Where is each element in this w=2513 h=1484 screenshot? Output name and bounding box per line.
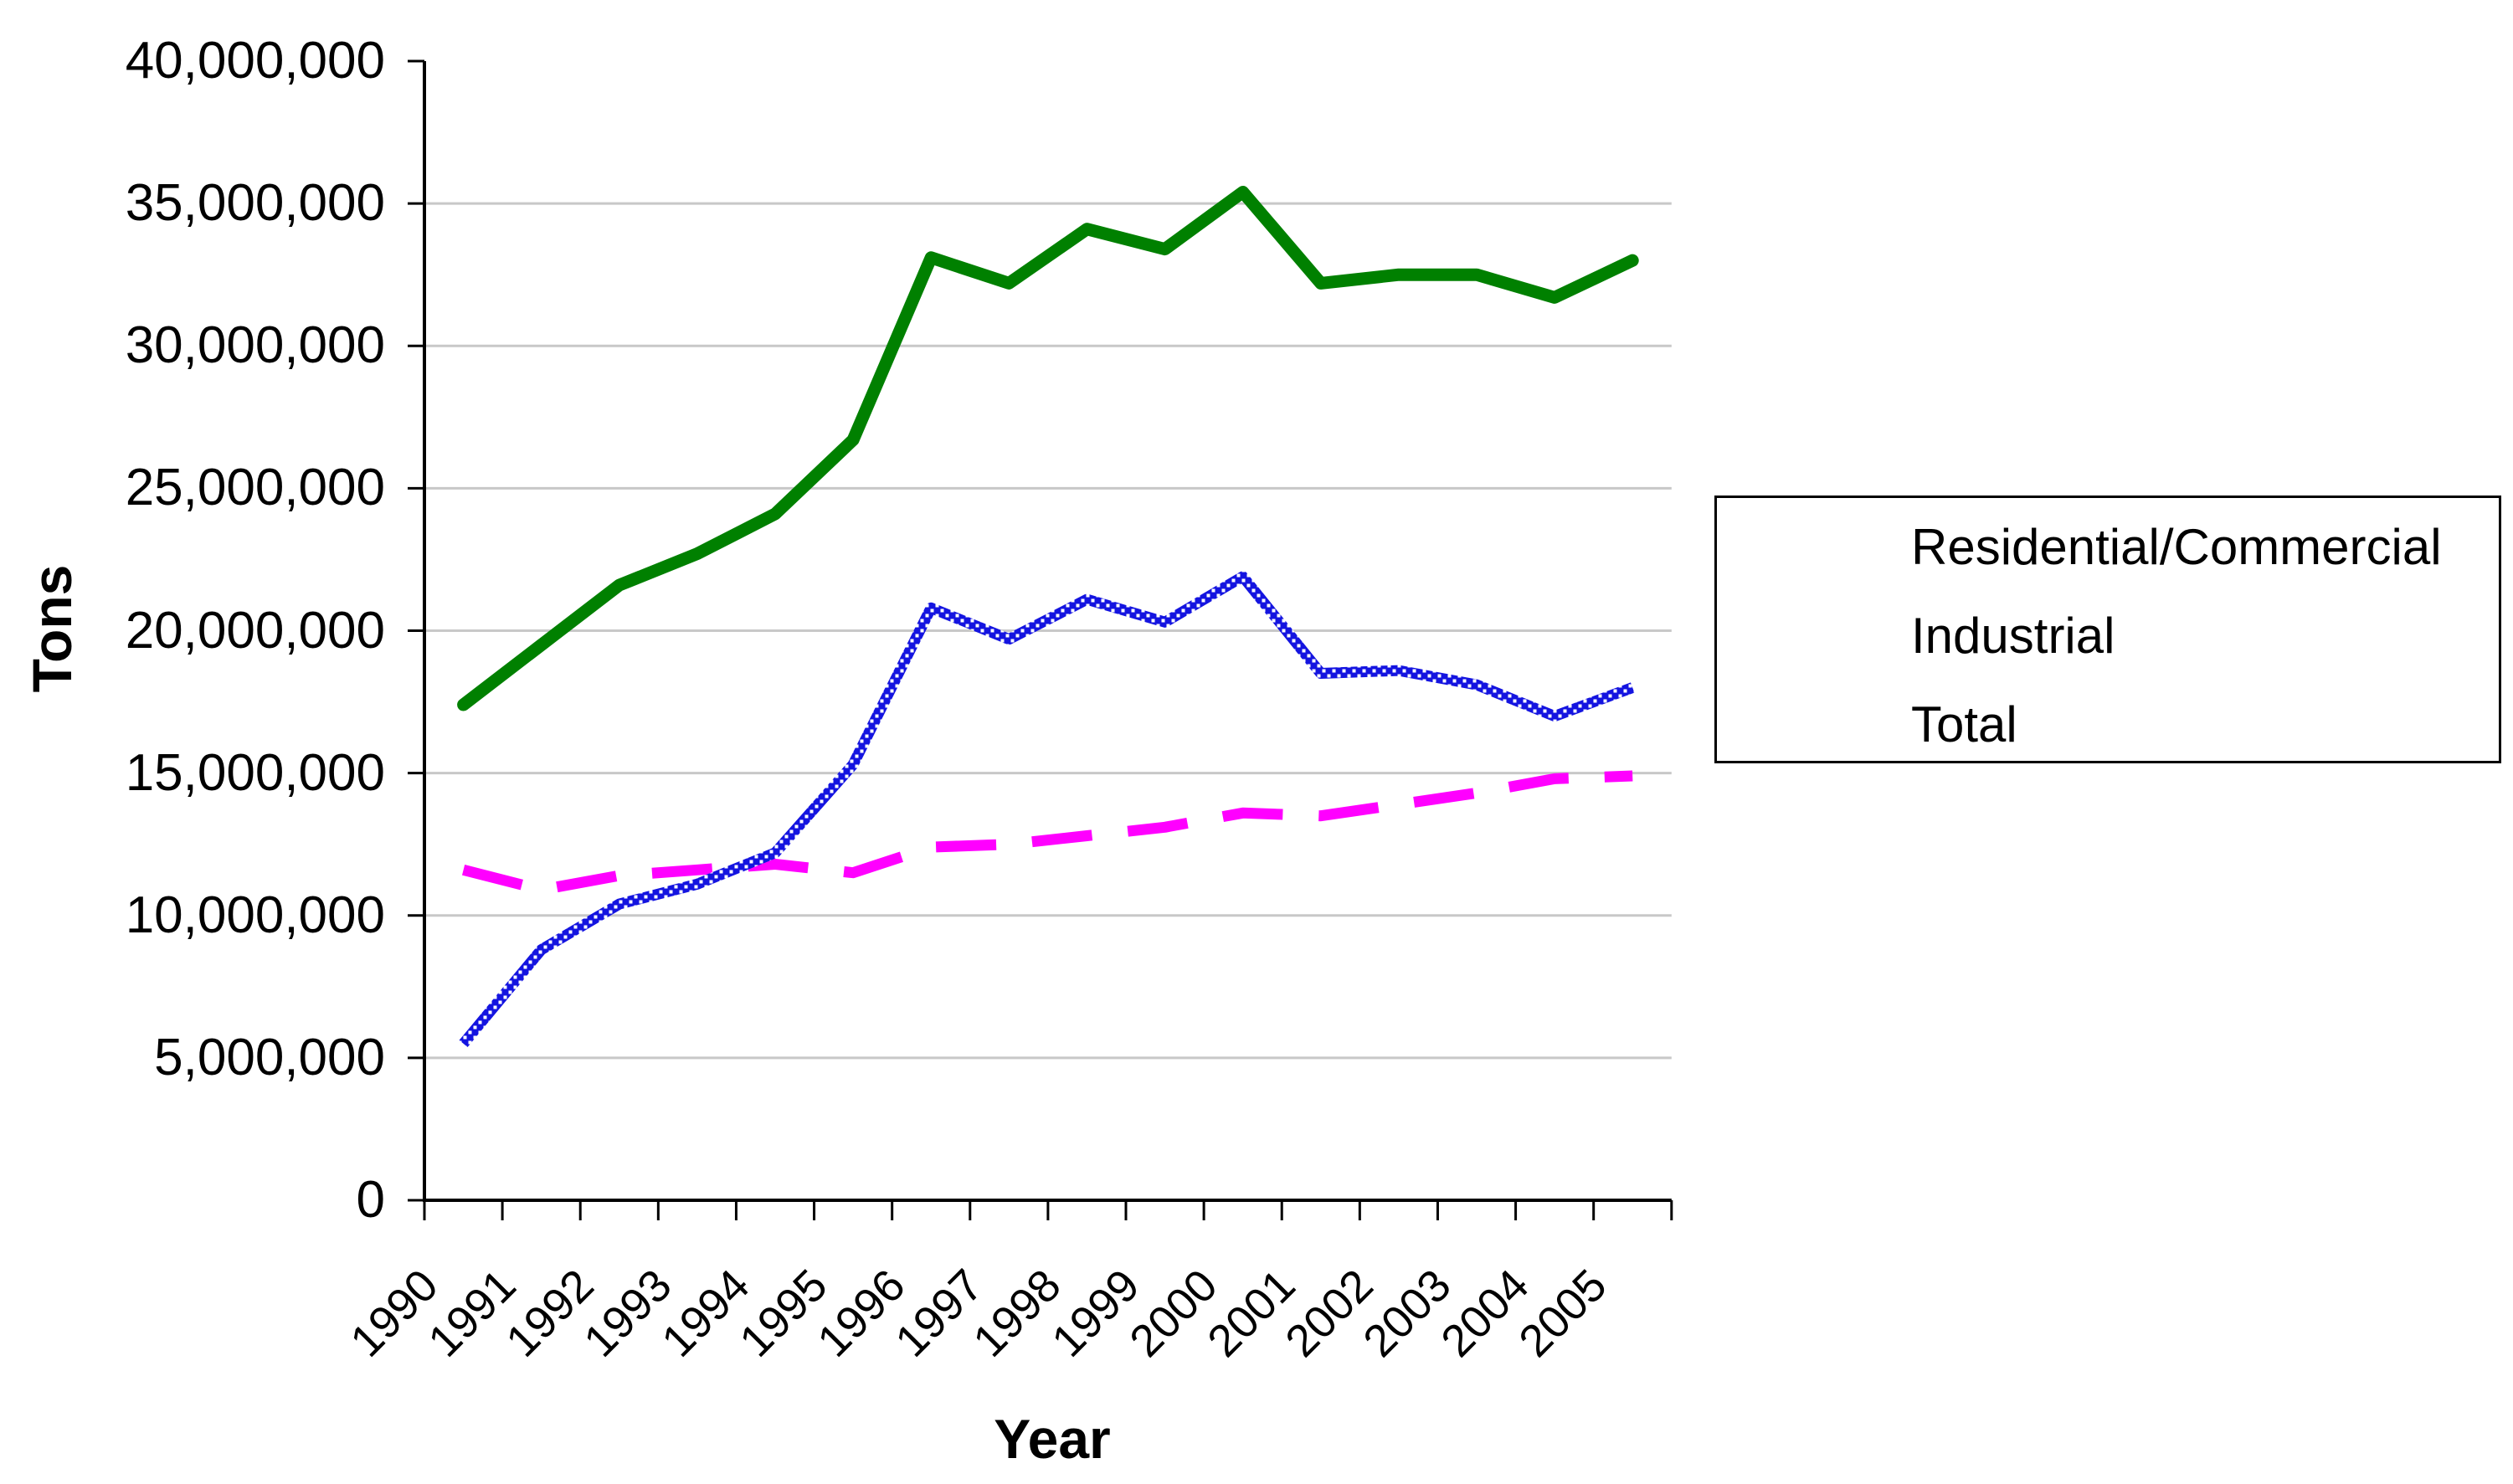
legend-label-residential-commercial: Residential/Commercial — [1911, 519, 2442, 575]
legend-box — [1714, 496, 2501, 763]
y-tick-label-25000000: 25,000,000 — [125, 459, 385, 517]
y-tick-label-20000000: 20,000,000 — [125, 601, 385, 660]
y-axis-title: Tons — [21, 564, 83, 693]
y-tick-label-30000000: 30,000,000 — [125, 316, 385, 375]
series-line-residential-commercial — [461, 770, 1633, 896]
y-tick-label-40000000: 40,000,000 — [125, 32, 385, 90]
x-axis-title: Year — [994, 1408, 1111, 1470]
y-tick-label-10000000: 10,000,000 — [125, 886, 385, 944]
legend-label-total: Total — [1911, 696, 2017, 752]
series-line-industrial — [459, 571, 1635, 1048]
series-line-total — [457, 186, 1639, 711]
y-tick-label-5000000: 5,000,000 — [154, 1028, 385, 1086]
y-tick-label-0: 0 — [356, 1171, 385, 1229]
y-tick-label-15000000: 15,000,000 — [125, 743, 385, 802]
legend-label-industrial: Industrial — [1911, 608, 2115, 664]
y-tick-label-35000000: 35,000,000 — [125, 174, 385, 233]
